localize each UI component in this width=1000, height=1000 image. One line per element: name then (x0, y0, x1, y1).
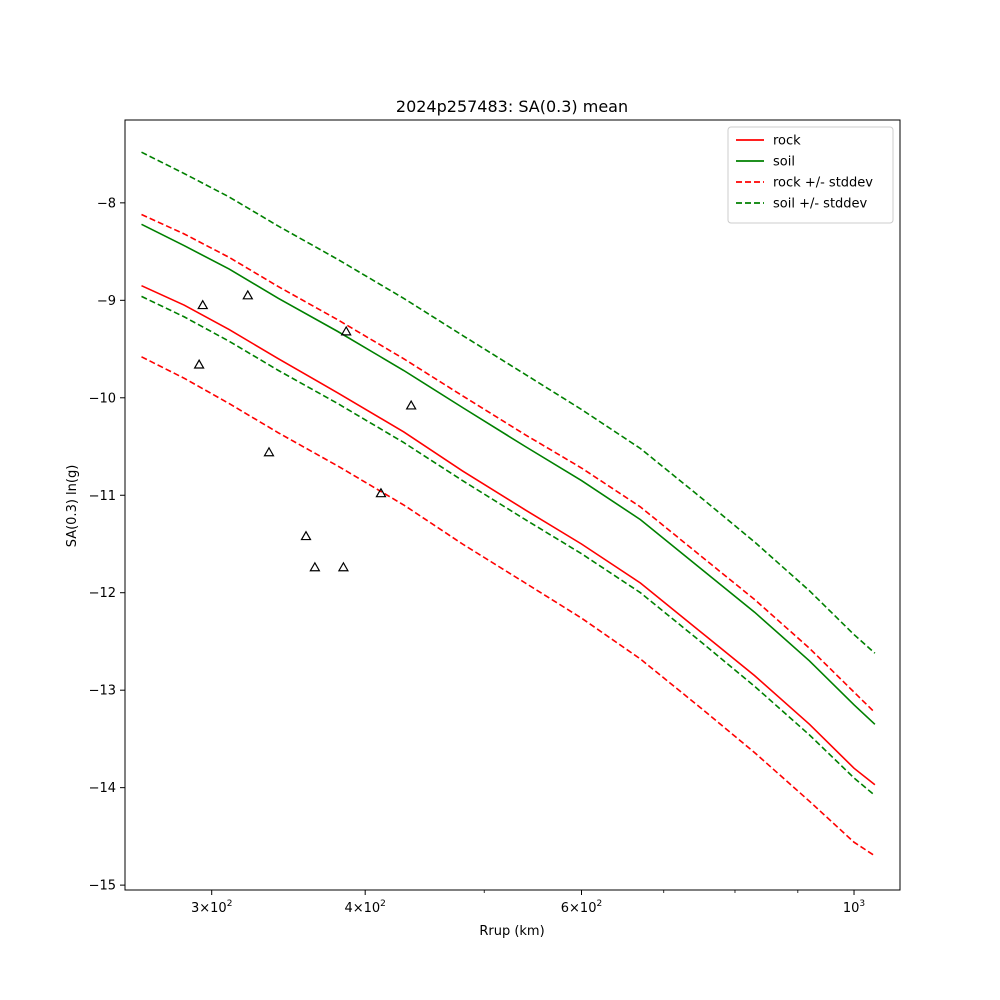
y-tick-label: −14 (89, 781, 116, 796)
observation-point (242, 289, 254, 300)
y-tick-label: −13 (89, 684, 116, 699)
x-tick-label: 4×102 (344, 899, 385, 916)
series-line-0 (141, 284, 876, 786)
observation-point (337, 561, 349, 572)
legend: rock soil rock +/- stddev soil +/- stddev (727, 126, 894, 224)
legend-label: soil +/- stddev (773, 197, 868, 212)
legend-label: rock +/- stddev (773, 176, 873, 191)
y-tick-label: −15 (89, 879, 116, 894)
legend-label: soil (773, 155, 795, 170)
series-line-5 (141, 295, 876, 797)
y-tick-label: −10 (89, 391, 116, 406)
legend-label: rock (773, 134, 801, 149)
y-tick-label: −9 (97, 294, 116, 309)
x-tick-label: 6×102 (561, 899, 602, 916)
series-line-2 (141, 213, 876, 714)
observation-point (375, 487, 387, 498)
y-axis: −8 −9 −10 −11 −12 −13 −14 −15 (89, 196, 125, 894)
observation-point (309, 561, 321, 572)
plot-frame (124, 119, 901, 891)
x-tick-label: 3×102 (191, 899, 232, 916)
series-line-4 (141, 151, 876, 654)
y-axis-label: SA(0.3) ln(g) (65, 465, 80, 548)
chart-title: 2024p257483: SA(0.3) mean (396, 97, 628, 116)
x-axis-label: Rrup (km) (479, 924, 544, 939)
observation-point (263, 446, 275, 457)
observation-point (197, 299, 209, 310)
plot-area (124, 119, 901, 891)
y-tick-label: −8 (97, 196, 116, 211)
legend-box (727, 126, 894, 224)
observation-point (193, 358, 205, 369)
series-line-3 (141, 356, 876, 857)
series-line-1 (141, 223, 876, 725)
y-tick-label: −12 (89, 586, 116, 601)
x-axis: 3×102 4×102 6×102 103 (191, 890, 865, 916)
observation-point (405, 399, 417, 410)
y-tick-label: −11 (89, 489, 116, 504)
x-tick-label: 103 (843, 899, 865, 916)
observation-point (340, 325, 352, 336)
observation-point (300, 530, 312, 541)
